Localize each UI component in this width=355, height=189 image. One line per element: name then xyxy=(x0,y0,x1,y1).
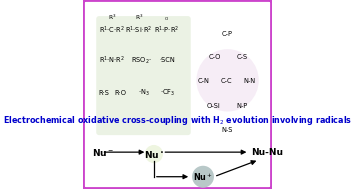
Text: C-P: C-P xyxy=(221,31,232,37)
Text: N-S: N-S xyxy=(221,127,232,133)
Text: C-S: C-S xyxy=(236,54,247,60)
Text: RSO$_2$·: RSO$_2$· xyxy=(131,55,152,66)
Text: ·CF$_3$: ·CF$_3$ xyxy=(159,88,175,98)
Text: Electrochemical oxidative cross-coupling with H$_2$ evolution involving radicals: Electrochemical oxidative cross-coupling… xyxy=(3,115,352,127)
Text: ·N$_3$: ·N$_3$ xyxy=(138,88,149,98)
Text: C-C: C-C xyxy=(221,78,233,84)
Text: O-Si: O-Si xyxy=(207,103,220,109)
Text: R·S: R·S xyxy=(98,90,109,96)
Text: Nu-Nu: Nu-Nu xyxy=(251,148,283,157)
Text: ·SCN: ·SCN xyxy=(159,57,175,64)
Text: Nu$^+$: Nu$^+$ xyxy=(193,171,213,183)
Text: R$^1$·P·R$^2$: R$^1$·P·R$^2$ xyxy=(154,25,179,36)
Text: R$^1$·C·R$^2$: R$^1$·C·R$^2$ xyxy=(99,25,125,36)
Text: N-P: N-P xyxy=(236,103,247,109)
Text: Nu$^\bullet$: Nu$^\bullet$ xyxy=(144,149,164,160)
FancyBboxPatch shape xyxy=(83,0,272,189)
Circle shape xyxy=(196,49,259,112)
Text: R$^1$·Si·R$^2$: R$^1$·Si·R$^2$ xyxy=(125,25,152,36)
Text: $^{\rm O}$: $^{\rm O}$ xyxy=(164,17,169,22)
Circle shape xyxy=(145,145,163,163)
Text: R$^1$·N·R$^2$: R$^1$·N·R$^2$ xyxy=(99,55,125,66)
Circle shape xyxy=(192,166,214,188)
Text: R·O: R·O xyxy=(115,90,127,96)
Text: N-N: N-N xyxy=(243,78,255,84)
Text: R$^3$: R$^3$ xyxy=(135,12,143,22)
FancyBboxPatch shape xyxy=(96,16,191,135)
Text: Nu$^-$: Nu$^-$ xyxy=(92,147,113,158)
Text: C-N: C-N xyxy=(198,78,210,84)
Text: R$^3$: R$^3$ xyxy=(108,12,116,22)
Text: C-O: C-O xyxy=(209,54,222,60)
